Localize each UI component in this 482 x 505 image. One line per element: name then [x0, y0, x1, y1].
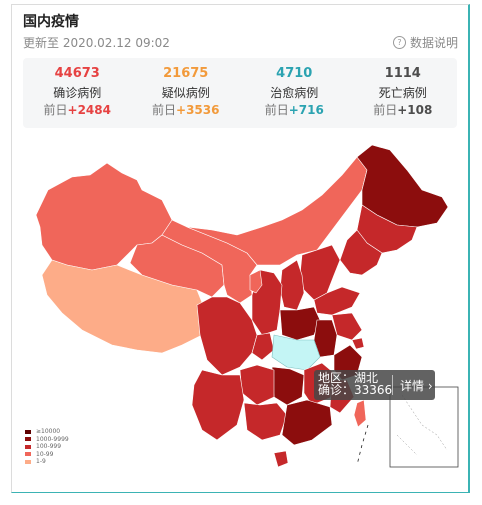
legend-swatch: [25, 429, 31, 434]
region-shanxi[interactable]: [279, 259, 305, 311]
stat-value: 21675: [163, 66, 209, 81]
map-tooltip: 地区：湖北 确诊：33366 详情 ›: [314, 370, 435, 400]
sea-border: [356, 424, 369, 466]
question-circle-icon: ?: [392, 36, 406, 49]
legend-swatch: [25, 444, 31, 449]
legend-item: 100-999: [25, 443, 69, 451]
stat-cured: 4710 治愈病例 前日+716: [240, 58, 349, 128]
tooltip-confirmed: 确诊：33366: [318, 383, 393, 397]
tooltip-divider: [392, 375, 393, 395]
region-ningxia[interactable]: [249, 269, 263, 294]
stat-label: 疑似病例: [161, 86, 210, 100]
region-inner-mongolia[interactable]: [186, 156, 368, 266]
region-chongqing[interactable]: [251, 332, 275, 361]
prev-delta: +3536: [176, 103, 220, 117]
stat-prev: 前日+108: [349, 102, 458, 118]
stats-summary: 44673 确诊病例 前日+2484 21675 疑似病例 前日+3536 47…: [23, 58, 457, 128]
update-time: 更新至 2020.02.12 09:02: [23, 36, 170, 50]
region-guizhou[interactable]: [239, 364, 275, 406]
tooltip-detail-label: 详情: [400, 379, 425, 393]
region-liaoning[interactable]: [339, 229, 383, 276]
legend-label: 100-999: [36, 443, 62, 451]
stat-value: 4710: [276, 66, 313, 81]
prev-delta: +2484: [67, 103, 111, 117]
stat-label: 治愈病例: [270, 86, 319, 100]
data-note-label: 数据说明: [409, 36, 458, 50]
region-shandong[interactable]: [313, 286, 361, 316]
stat-value: 1114: [384, 66, 421, 81]
stat-label: 确诊病例: [53, 86, 102, 100]
data-note-link[interactable]: ? 数据说明: [392, 34, 458, 51]
region-guangdong[interactable]: [281, 399, 333, 446]
stat-value: 44673: [54, 66, 100, 81]
page-title: 国内疫情: [23, 14, 79, 30]
stat-suspected: 21675 疑似病例 前日+3536: [132, 58, 241, 128]
region-sichuan[interactable]: [196, 296, 258, 376]
legend-item: 1-9: [25, 458, 69, 466]
legend-item: ≥10000: [25, 428, 69, 436]
region-tibet[interactable]: [41, 259, 208, 354]
region-hunan[interactable]: [271, 366, 305, 406]
legend-label: 1-9: [36, 458, 46, 466]
stat-confirmed: 44673 确诊病例 前日+2484: [23, 58, 132, 128]
legend-swatch: [25, 459, 31, 464]
stat-label: 死亡病例: [378, 86, 427, 100]
stat-prev: 前日+3536: [132, 102, 241, 118]
map-legend: ≥10000 1000-9999 100-999 10-99 1-9: [25, 428, 69, 466]
legend-item: 1000-9999: [25, 436, 69, 444]
legend-item: 10-99: [25, 451, 69, 459]
stat-prev: 前日+2484: [23, 102, 132, 118]
legend-swatch: [25, 437, 31, 442]
region-henan[interactable]: [279, 306, 321, 341]
legend-label: ≥10000: [36, 428, 61, 436]
region-shanghai[interactable]: [351, 337, 365, 350]
prev-prefix: 前日: [152, 103, 177, 117]
prev-delta: +108: [397, 103, 433, 117]
region-yunnan[interactable]: [191, 369, 245, 441]
prev-delta: +716: [288, 103, 324, 117]
prev-prefix: 前日: [373, 103, 398, 117]
legend-label: 1000-9999: [36, 435, 69, 443]
region-heilongjiang[interactable]: [356, 144, 449, 228]
region-hubei[interactable]: [271, 334, 321, 371]
stat-prev: 前日+716: [240, 102, 349, 118]
region-hainan[interactable]: [273, 450, 289, 468]
china-map[interactable]: [12, 135, 467, 490]
legend-label: 10-99: [36, 450, 54, 458]
region-guangxi[interactable]: [243, 402, 288, 441]
stat-death: 1114 死亡病例 前日+108: [349, 58, 458, 128]
prev-prefix: 前日: [43, 103, 68, 117]
tooltip-region: 地区：湖北: [318, 371, 379, 385]
tooltip-detail-link[interactable]: 详情 ›: [400, 377, 433, 394]
chevron-right-icon: ›: [424, 379, 433, 393]
legend-swatch: [25, 452, 31, 457]
region-taiwan[interactable]: [353, 399, 367, 428]
prev-prefix: 前日: [264, 103, 289, 117]
